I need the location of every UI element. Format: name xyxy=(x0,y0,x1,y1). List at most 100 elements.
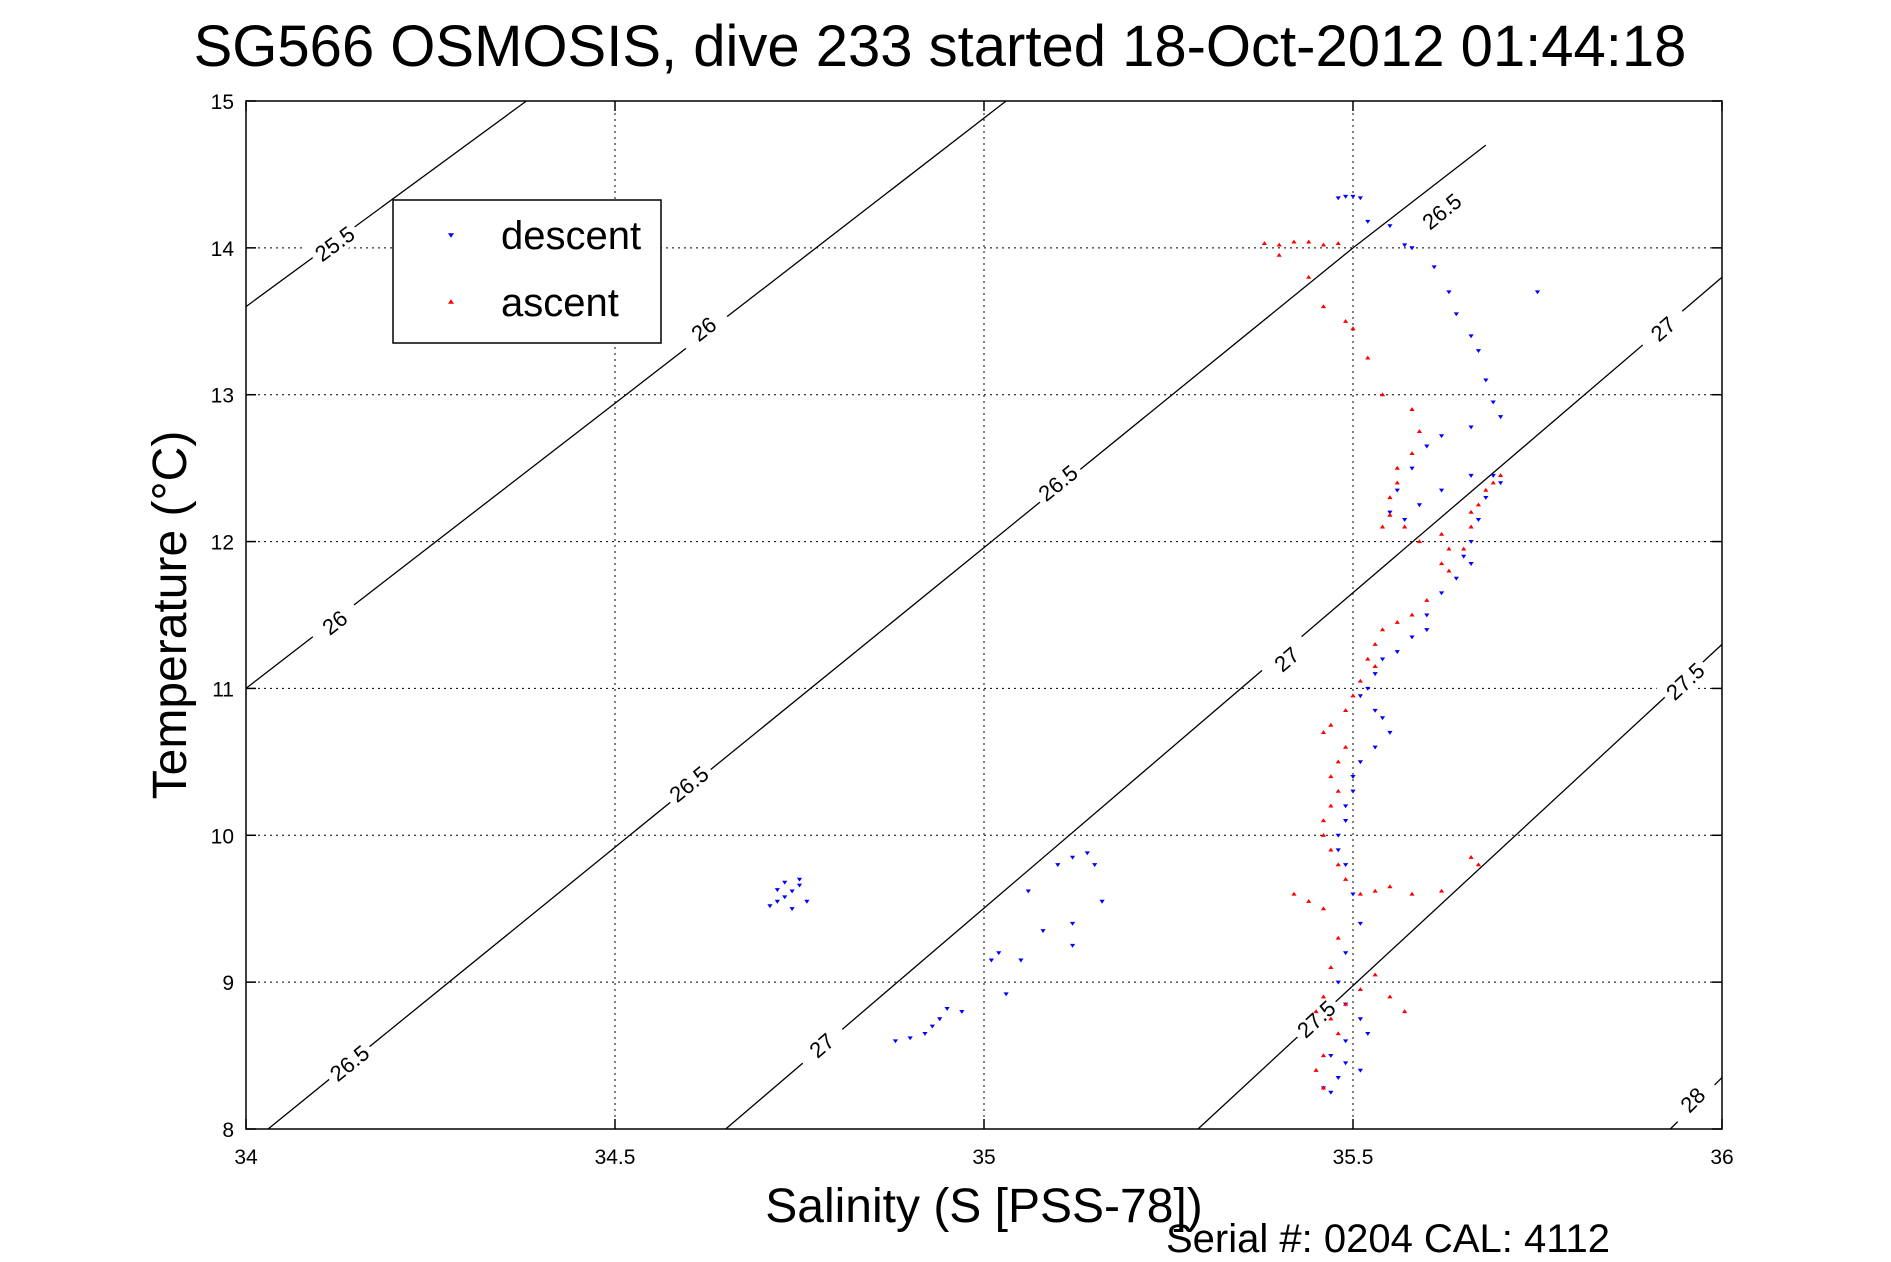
descent-point xyxy=(1343,1061,1349,1066)
descent-point xyxy=(922,1031,928,1036)
descent-point xyxy=(1335,196,1341,201)
ascent-point xyxy=(1357,891,1363,896)
descent-point xyxy=(996,951,1002,956)
descent-point xyxy=(1490,473,1496,478)
legend-label-descent: descent xyxy=(501,214,641,258)
descent-point xyxy=(1498,481,1504,486)
descent-point xyxy=(1343,819,1349,823)
descent-point xyxy=(1069,943,1076,948)
descent-point xyxy=(767,904,773,909)
contour-line-25.5 xyxy=(245,100,527,308)
ascent-point xyxy=(1394,620,1400,624)
contour-label-bg xyxy=(305,595,363,648)
descent-point xyxy=(1438,434,1445,439)
ascent-point xyxy=(1320,818,1327,823)
descent-point xyxy=(1387,510,1393,515)
ascent-point xyxy=(1335,759,1341,764)
ascent-point xyxy=(1379,524,1386,529)
ascent-point xyxy=(1387,994,1393,999)
ascent-point xyxy=(1387,512,1393,517)
contour-label-bg xyxy=(674,301,732,355)
descent-point xyxy=(1343,863,1349,867)
ascent-point xyxy=(1335,788,1341,793)
ascent-point xyxy=(1416,539,1423,544)
y-tick-label: 12 xyxy=(211,532,234,555)
descent-point xyxy=(1498,415,1504,420)
contour-label-bg xyxy=(305,216,363,269)
data-points xyxy=(767,194,1541,1095)
ascent-point xyxy=(1402,1009,1408,1014)
descent-point xyxy=(789,889,795,894)
ascent-point xyxy=(1320,994,1327,999)
x-axis-label: Salinity (S [PSS-78]) xyxy=(765,1180,1202,1233)
ascent-point xyxy=(1328,722,1334,727)
ascent-point xyxy=(1276,242,1282,247)
ascent-point xyxy=(1446,546,1452,551)
ascent-point xyxy=(1387,495,1393,500)
descent-point xyxy=(1438,488,1445,493)
ascent-point xyxy=(1320,1085,1327,1090)
descent-point xyxy=(1357,921,1363,926)
ascent-point xyxy=(1490,480,1496,485)
descent-point xyxy=(1424,613,1430,618)
ascent-point xyxy=(1291,891,1297,896)
ascent-point xyxy=(1379,627,1386,632)
descent-point xyxy=(1387,224,1393,229)
descent-point xyxy=(892,1039,899,1044)
ascent-point xyxy=(1438,888,1445,893)
contour-label-bg xyxy=(1287,990,1344,1046)
descent-point xyxy=(1343,951,1349,956)
contour-label-bg xyxy=(320,1035,378,1089)
ascent-point xyxy=(1343,1001,1349,1006)
ascent-point xyxy=(1320,242,1327,247)
contour-label-bg xyxy=(1634,301,1691,355)
ascent-point xyxy=(1365,355,1371,360)
ascent-point xyxy=(1483,487,1489,492)
descent-point xyxy=(1335,833,1341,838)
descent-point xyxy=(1055,863,1061,867)
contour-label-bg xyxy=(1656,653,1713,708)
ascent-point xyxy=(1306,274,1312,279)
ascent-point xyxy=(1320,832,1327,837)
descent-point xyxy=(1328,1054,1334,1058)
descent-point xyxy=(1335,848,1341,853)
descent-point xyxy=(1365,219,1371,224)
ascent-point xyxy=(1498,473,1504,478)
descent-point xyxy=(1416,503,1423,508)
descent-point xyxy=(1350,774,1356,779)
legend-marker-ascent xyxy=(448,299,454,304)
descent-point xyxy=(1379,716,1386,721)
descent-point xyxy=(1343,1039,1349,1044)
x-tick-label: 34.5 xyxy=(595,1146,636,1169)
ascent-point xyxy=(1343,708,1349,713)
ascent-point xyxy=(1372,664,1378,668)
descent-point xyxy=(804,899,810,904)
descent-point xyxy=(1357,760,1363,765)
descent-point xyxy=(789,907,795,912)
ascent-point xyxy=(1313,1009,1319,1014)
descent-point xyxy=(1357,196,1363,201)
descent-point xyxy=(796,883,803,888)
descent-point xyxy=(937,1017,943,1022)
y-axis-label: Temperature (°C) xyxy=(144,431,197,800)
descent-point xyxy=(1394,650,1400,655)
ascent-point xyxy=(1291,239,1297,244)
ascent-point xyxy=(1365,656,1371,661)
ascent-point xyxy=(1306,239,1312,244)
descent-point xyxy=(1483,495,1489,500)
descent-point xyxy=(1468,562,1474,566)
ascent-point xyxy=(1461,546,1467,551)
descent-point xyxy=(1350,789,1356,794)
descent-point xyxy=(1069,921,1076,926)
ascent-point xyxy=(1387,884,1393,889)
ascent-point xyxy=(1320,304,1327,309)
descent-point xyxy=(1468,473,1474,478)
ascent-point xyxy=(1394,465,1400,470)
descent-point xyxy=(1357,1068,1363,1073)
x-tick-label: 35.5 xyxy=(1333,1146,1374,1169)
ascent-point xyxy=(1343,877,1349,881)
ascent-point xyxy=(1328,1016,1334,1021)
descent-point xyxy=(1402,243,1408,248)
ascent-point xyxy=(1438,561,1445,566)
descent-point xyxy=(1394,488,1400,493)
